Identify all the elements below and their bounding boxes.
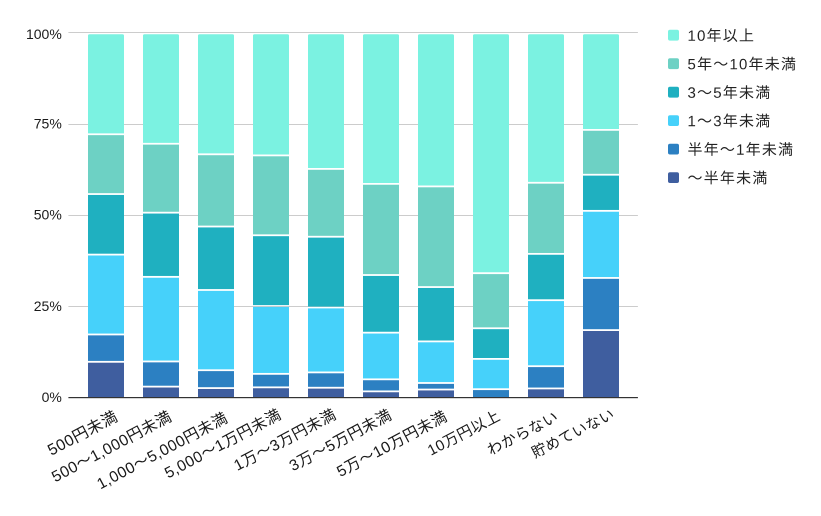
svg-text:50%: 50%	[34, 207, 62, 223]
svg-text:0%: 0%	[42, 389, 62, 405]
svg-text:25%: 25%	[34, 298, 62, 314]
svg-text:75%: 75%	[34, 116, 62, 132]
svg-text:100%: 100%	[26, 26, 62, 42]
